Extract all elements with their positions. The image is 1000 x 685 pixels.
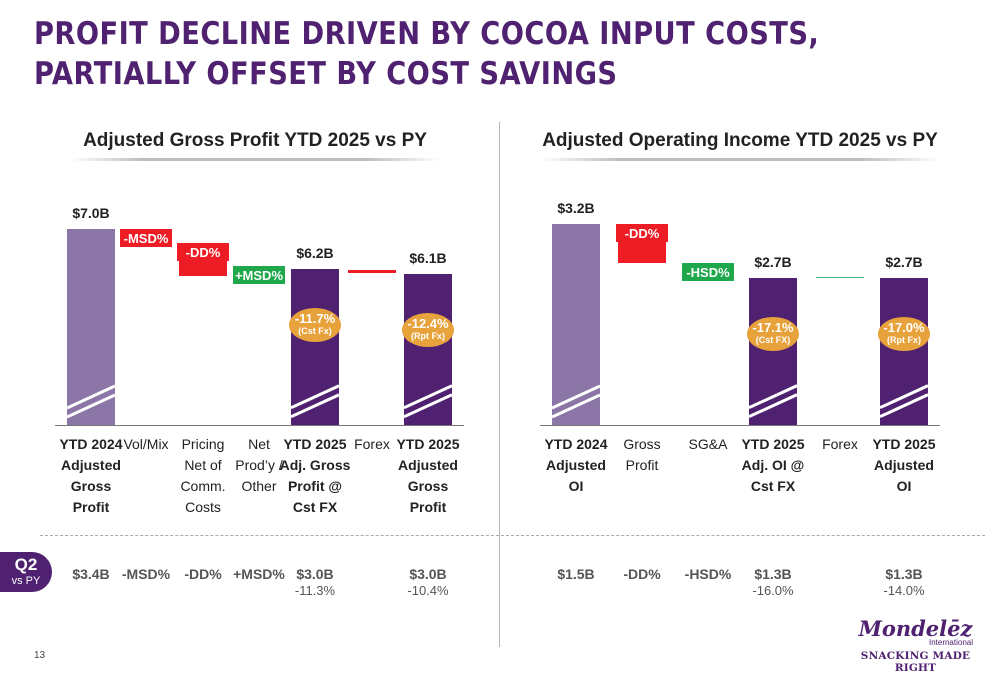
bar-value-label: $2.7B <box>885 254 923 271</box>
bar-value-label: $3.2B <box>557 200 595 216</box>
q2-value: -MSD% <box>121 566 171 582</box>
axis-break-mark <box>291 384 339 419</box>
logo-tagline: SNACKING MADE RIGHT <box>860 650 971 674</box>
total-bar <box>880 278 928 425</box>
total-bar <box>404 274 452 425</box>
category-label: YTD 2025 Adj. OI @ Cst FX <box>741 436 805 494</box>
logo-subtext: International <box>928 638 973 647</box>
forex-marker <box>348 269 396 273</box>
logo-brand: Mondelēz <box>858 616 973 641</box>
bar-value-label: $6.1B <box>409 250 447 267</box>
delta-label: -DD% <box>616 224 668 242</box>
category-label: YTD 2025 Adj. Gross Profit @ Cst FX <box>279 436 351 515</box>
axis-break-mark <box>67 384 115 419</box>
growth-badge: -17.1% (Cst FX) <box>747 317 799 352</box>
q2-value: $1.5B <box>557 566 595 582</box>
q2-value: $3.0B <box>409 566 447 582</box>
panel-divider <box>499 122 500 647</box>
total-bar <box>749 278 797 425</box>
growth-badge: -17.0% (Rpt Fx) <box>878 317 930 352</box>
q2-value: -HSD% <box>684 566 732 582</box>
title-underline <box>540 158 940 161</box>
q2-value: -DD% <box>184 566 222 582</box>
category-label: Forex <box>354 436 390 452</box>
q2-value: $3.0B <box>296 566 334 582</box>
growth-fx-note: (Rpt Fx) <box>887 335 921 346</box>
delta-label: -MSD% <box>120 229 172 247</box>
delta-label: +MSD% <box>233 266 285 285</box>
q2-value: $3.4B <box>72 566 110 582</box>
category-label: YTD 2025 Adjusted OI <box>872 436 936 494</box>
category-label: Gross Profit <box>623 436 661 473</box>
gross-profit-chart-title: Adjusted Gross Profit YTD 2025 vs PY <box>70 130 440 161</box>
q2-growth: -10.4% <box>407 583 449 598</box>
growth-percent: -12.4% <box>407 316 449 332</box>
category-label: SG&A <box>688 436 728 452</box>
gross-profit-chart-title-text: Adjusted Gross Profit YTD 2025 vs PY <box>83 130 427 151</box>
growth-percent: -17.1% <box>752 320 794 336</box>
operating-income-chart-title: Adjusted Operating Income YTD 2025 vs PY <box>540 130 940 161</box>
growth-badge: -12.4% (Rpt Fx) <box>402 313 454 348</box>
bar-value-label: $2.7B <box>754 254 792 271</box>
page-number: 13 <box>34 650 46 661</box>
growth-percent: -17.0% <box>883 320 925 336</box>
title-underline <box>70 158 440 161</box>
x-axis-baseline <box>540 425 940 426</box>
q2-value: +MSD% <box>233 566 285 582</box>
category-label: YTD 2024 Adjusted Gross Profit <box>59 436 123 515</box>
category-label: YTD 2024 Adjusted OI <box>544 436 608 494</box>
q2-value: $1.3B <box>885 566 923 582</box>
total-bar <box>552 224 600 425</box>
q2-separator <box>40 535 985 536</box>
axis-break-mark <box>880 384 928 419</box>
delta-label: -HSD% <box>682 263 734 282</box>
q2-badge-label: Q2 <box>14 555 38 574</box>
category-label: Forex <box>822 436 858 452</box>
category-label: YTD 2025 Adjusted Gross Profit <box>396 436 460 515</box>
axis-break-mark <box>404 384 452 419</box>
category-label: Vol/Mix <box>123 436 169 452</box>
q2-value: $1.3B <box>754 566 792 582</box>
operating-income-chart-title-text: Adjusted Operating Income YTD 2025 vs PY <box>542 130 938 151</box>
mondelez-logo: Mondelēz International SNACKING MADE RIG… <box>858 616 973 675</box>
q2-growth: -16.0% <box>752 583 794 598</box>
page-title: PROFIT DECLINE DRIVEN BY COCOA INPUT COS… <box>34 16 820 92</box>
growth-fx-note: (Cst Fx) <box>298 326 332 337</box>
total-bar <box>291 269 339 425</box>
q2-vs-py-badge: Q2 vs PY <box>0 552 52 592</box>
growth-fx-note: (Rpt Fx) <box>411 331 445 342</box>
x-axis-baseline <box>55 425 464 426</box>
total-bar <box>67 229 115 425</box>
q2-value: -DD% <box>623 566 661 582</box>
q2-growth: -11.3% <box>294 583 336 598</box>
category-label: Pricing Net of Comm. Costs <box>180 436 226 515</box>
bar-value-label: $6.2B <box>296 245 334 262</box>
bar-value-label: $7.0B <box>72 205 110 221</box>
q2-badge-sublabel: vs PY <box>11 575 41 587</box>
growth-fx-note: (Cst FX) <box>755 335 791 346</box>
category-label: Net Prod’y / Other <box>235 436 283 494</box>
forex-marker <box>816 277 864 279</box>
axis-break-mark <box>749 384 797 419</box>
growth-percent: -11.7% <box>294 311 336 327</box>
axis-break-mark <box>552 384 600 419</box>
growth-badge: -11.7% (Cst Fx) <box>289 308 341 343</box>
q2-growth: -14.0% <box>883 583 925 598</box>
delta-label: -DD% <box>177 243 229 262</box>
